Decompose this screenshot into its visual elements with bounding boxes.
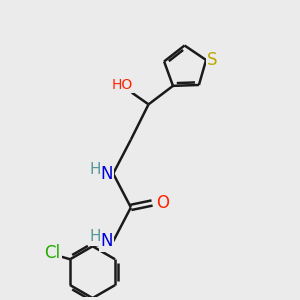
- Text: O: O: [156, 194, 169, 212]
- Text: H: H: [89, 230, 101, 244]
- Text: HO: HO: [111, 78, 133, 92]
- Text: N: N: [100, 165, 113, 183]
- Text: S: S: [207, 51, 218, 69]
- Text: N: N: [100, 232, 113, 250]
- Text: Cl: Cl: [44, 244, 61, 262]
- Text: H: H: [89, 162, 101, 177]
